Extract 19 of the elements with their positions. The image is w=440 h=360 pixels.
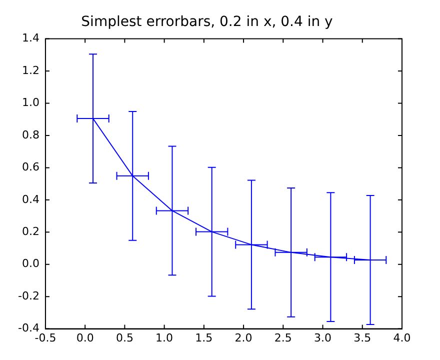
x-tick-label: 2.5	[274, 331, 292, 344]
x-tick-label: 2.0	[234, 331, 252, 344]
x-tick-label: 1.5	[195, 331, 213, 344]
y-tick-label: -0.2	[18, 289, 40, 302]
y-tick-label: 0.4	[22, 192, 40, 206]
x-tick-label: 3.5	[354, 331, 372, 344]
y-tick-label: 1.2	[22, 64, 40, 77]
y-tick-label: 0.0	[22, 257, 40, 270]
y-tick-label: 1.0	[22, 96, 40, 110]
y-tick-label: 0.6	[22, 160, 40, 174]
x-tick-label: 0.0	[76, 331, 94, 344]
y-tick-label: 1.4	[22, 32, 40, 45]
chart-title: Simplest errorbars, 0.2 in x, 0.4 in y	[81, 14, 333, 30]
x-tick-label: 4.0	[393, 331, 411, 344]
x-tick-label: 1.0	[156, 331, 174, 344]
x-tick-label: 3.0	[314, 331, 332, 344]
y-tick-label: 0.2	[22, 224, 40, 238]
x-tick-label: 0.5	[116, 331, 134, 344]
y-tick-label: 0.8	[22, 128, 40, 142]
